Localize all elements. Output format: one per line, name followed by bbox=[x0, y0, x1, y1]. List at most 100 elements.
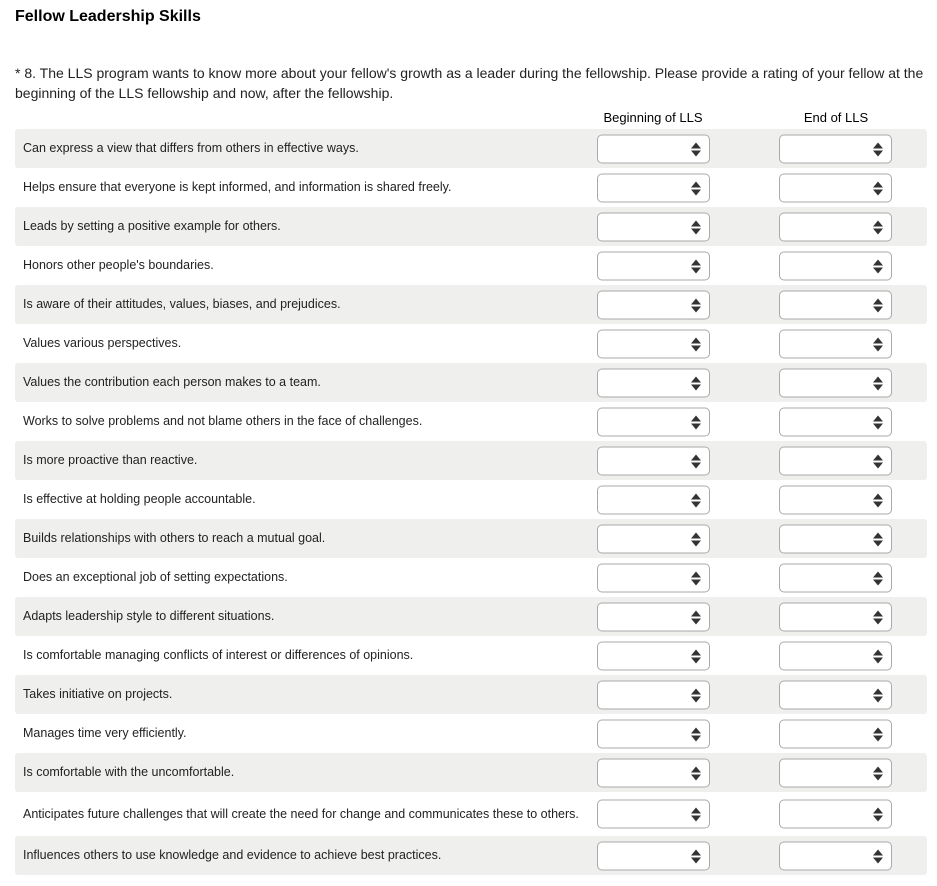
row-label: Helps ensure that everyone is kept infor… bbox=[23, 180, 452, 194]
end-rating-select[interactable] bbox=[779, 173, 892, 202]
updown-arrow-icon bbox=[873, 298, 883, 312]
end-rating-select[interactable] bbox=[779, 446, 892, 475]
end-rating-select[interactable] bbox=[779, 485, 892, 514]
table-row: Manages time very efficiently. bbox=[15, 714, 927, 753]
updown-arrow-icon bbox=[873, 727, 883, 741]
table-row: Adapts leadership style to different sit… bbox=[15, 597, 927, 636]
row-label: Values the contribution each person make… bbox=[23, 375, 321, 389]
end-rating-select[interactable] bbox=[779, 134, 892, 163]
column-header-beginning: Beginning of LLS bbox=[603, 110, 703, 125]
rating-matrix: Can express a view that differs from oth… bbox=[15, 129, 927, 875]
row-label: Takes initiative on projects. bbox=[23, 687, 173, 701]
table-row: Influences others to use knowledge and e… bbox=[15, 836, 927, 875]
row-label: Leads by setting a positive example for … bbox=[23, 219, 281, 233]
row-label: Anticipates future challenges that will … bbox=[23, 806, 579, 821]
updown-arrow-icon bbox=[691, 571, 701, 585]
row-label: Influences others to use knowledge and e… bbox=[23, 848, 442, 862]
beginning-rating-select[interactable] bbox=[597, 407, 710, 436]
question-text: * 8. The LLS program wants to know more … bbox=[15, 65, 924, 101]
beginning-rating-select[interactable] bbox=[597, 134, 710, 163]
beginning-rating-select[interactable] bbox=[597, 368, 710, 397]
table-row: Anticipates future challenges that will … bbox=[15, 792, 927, 836]
row-label: Builds relationships with others to reac… bbox=[23, 531, 326, 545]
beginning-rating-select[interactable] bbox=[597, 524, 710, 553]
table-row: Is comfortable with the uncomfortable. bbox=[15, 753, 927, 792]
updown-arrow-icon bbox=[691, 532, 701, 546]
updown-arrow-icon bbox=[691, 649, 701, 663]
end-rating-select[interactable] bbox=[779, 329, 892, 358]
end-rating-select[interactable] bbox=[779, 641, 892, 670]
updown-arrow-icon bbox=[873, 532, 883, 546]
beginning-rating-select[interactable] bbox=[597, 485, 710, 514]
end-rating-select[interactable] bbox=[779, 758, 892, 787]
table-row: Honors other people's boundaries. bbox=[15, 246, 927, 285]
beginning-rating-select[interactable] bbox=[597, 641, 710, 670]
updown-arrow-icon bbox=[873, 376, 883, 390]
beginning-rating-select[interactable] bbox=[597, 251, 710, 280]
table-row: Is effective at holding people accountab… bbox=[15, 480, 927, 519]
updown-arrow-icon bbox=[691, 688, 701, 702]
updown-arrow-icon bbox=[691, 220, 701, 234]
updown-arrow-icon bbox=[873, 220, 883, 234]
beginning-rating-select[interactable] bbox=[597, 841, 710, 870]
updown-arrow-icon bbox=[873, 259, 883, 273]
beginning-rating-select[interactable] bbox=[597, 602, 710, 631]
row-label: Can express a view that differs from oth… bbox=[23, 141, 359, 155]
row-label: Is comfortable with the uncomfortable. bbox=[23, 765, 235, 779]
beginning-rating-select[interactable] bbox=[597, 719, 710, 748]
end-rating-select[interactable] bbox=[779, 524, 892, 553]
beginning-rating-select[interactable] bbox=[597, 173, 710, 202]
table-row: Is aware of their attitudes, values, bia… bbox=[15, 285, 927, 324]
end-rating-select[interactable] bbox=[779, 407, 892, 436]
table-row: Values the contribution each person make… bbox=[15, 363, 927, 402]
end-rating-select[interactable] bbox=[779, 212, 892, 241]
updown-arrow-icon bbox=[691, 454, 701, 468]
table-row: Is more proactive than reactive. bbox=[15, 441, 927, 480]
beginning-rating-select[interactable] bbox=[597, 329, 710, 358]
updown-arrow-icon bbox=[691, 807, 701, 822]
updown-arrow-icon bbox=[873, 610, 883, 624]
table-row: Takes initiative on projects. bbox=[15, 675, 927, 714]
updown-arrow-icon bbox=[873, 493, 883, 507]
updown-arrow-icon bbox=[691, 727, 701, 741]
end-rating-select[interactable] bbox=[779, 251, 892, 280]
updown-arrow-icon bbox=[873, 571, 883, 585]
table-row: Can express a view that differs from oth… bbox=[15, 129, 927, 168]
end-rating-select[interactable] bbox=[779, 799, 892, 829]
table-row: Builds relationships with others to reac… bbox=[15, 519, 927, 558]
updown-arrow-icon bbox=[691, 493, 701, 507]
end-rating-select[interactable] bbox=[779, 680, 892, 709]
column-header-end: End of LLS bbox=[803, 110, 869, 125]
required-mark: * bbox=[15, 65, 21, 81]
updown-arrow-icon bbox=[873, 849, 883, 863]
end-rating-select[interactable] bbox=[779, 719, 892, 748]
beginning-rating-select[interactable] bbox=[597, 446, 710, 475]
beginning-rating-select[interactable] bbox=[597, 290, 710, 319]
updown-arrow-icon bbox=[873, 415, 883, 429]
beginning-rating-select[interactable] bbox=[597, 563, 710, 592]
updown-arrow-icon bbox=[691, 181, 701, 195]
row-label: Works to solve problems and not blame ot… bbox=[23, 414, 423, 428]
beginning-rating-select[interactable] bbox=[597, 799, 710, 829]
updown-arrow-icon bbox=[691, 259, 701, 273]
section-title: Fellow Leadership Skills bbox=[15, 8, 201, 25]
end-rating-select[interactable] bbox=[779, 368, 892, 397]
row-label: Values various perspectives. bbox=[23, 336, 182, 350]
beginning-rating-select[interactable] bbox=[597, 758, 710, 787]
updown-arrow-icon bbox=[873, 337, 883, 351]
end-rating-select[interactable] bbox=[779, 602, 892, 631]
beginning-rating-select[interactable] bbox=[597, 680, 710, 709]
end-rating-select[interactable] bbox=[779, 290, 892, 319]
updown-arrow-icon bbox=[691, 415, 701, 429]
end-rating-select[interactable] bbox=[779, 841, 892, 870]
updown-arrow-icon bbox=[691, 142, 701, 156]
end-rating-select[interactable] bbox=[779, 563, 892, 592]
updown-arrow-icon bbox=[873, 766, 883, 780]
table-row: Is comfortable managing conflicts of int… bbox=[15, 636, 927, 675]
updown-arrow-icon bbox=[873, 688, 883, 702]
row-label: Is aware of their attitudes, values, bia… bbox=[23, 297, 341, 311]
beginning-rating-select[interactable] bbox=[597, 212, 710, 241]
table-row: Helps ensure that everyone is kept infor… bbox=[15, 168, 927, 207]
table-row: Leads by setting a positive example for … bbox=[15, 207, 927, 246]
updown-arrow-icon bbox=[691, 610, 701, 624]
